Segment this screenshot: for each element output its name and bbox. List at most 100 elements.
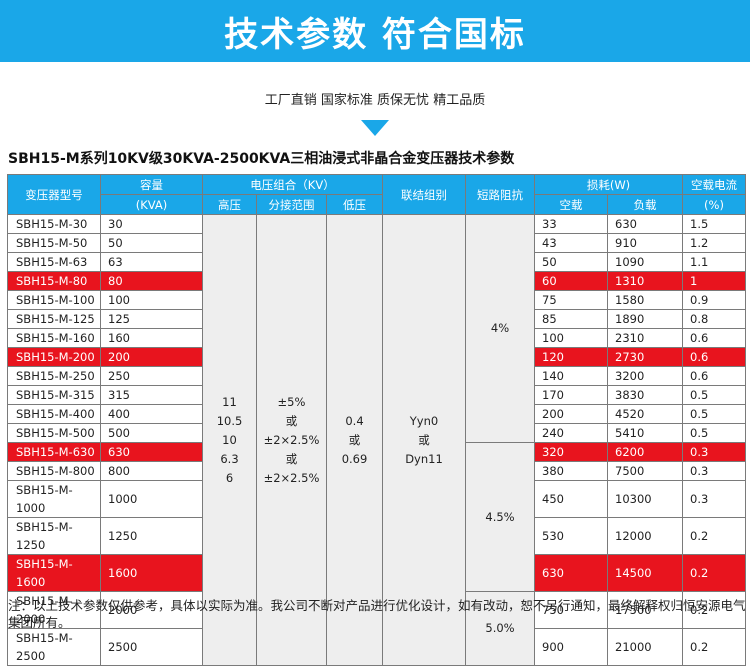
cell-no-load: 200 bbox=[534, 404, 608, 424]
cell-current: 0.2 bbox=[682, 591, 746, 629]
page-banner: 技术参数 符合国标 bbox=[0, 0, 750, 62]
cell-no-load: 380 bbox=[534, 461, 608, 481]
cell-load: 12000 bbox=[607, 517, 683, 555]
cell-load: 6200 bbox=[607, 442, 683, 462]
cell-capacity: 2500 bbox=[100, 628, 203, 666]
cell-load: 1890 bbox=[607, 309, 683, 329]
cell-tap-line: 或 bbox=[285, 451, 298, 466]
cell-current: 0.2 bbox=[682, 554, 746, 592]
table-row: SBH15-M-315 315 170 3830 0.5 bbox=[7, 385, 746, 405]
cell-current: 0.6 bbox=[682, 347, 746, 367]
cell-lv: 0.4 或 0.69 bbox=[326, 214, 383, 666]
cell-current: 0.6 bbox=[682, 328, 746, 348]
cell-no-load: 43 bbox=[534, 233, 608, 253]
cell-model: SBH15-M-63 bbox=[7, 252, 101, 272]
cell-no-load: 530 bbox=[534, 517, 608, 555]
cell-model: SBH15-M-2500 bbox=[7, 628, 101, 666]
col-header-voltage-group: 电压组合（KV） bbox=[202, 174, 383, 195]
cell-capacity: 630 bbox=[100, 442, 203, 462]
table-title: SBH15-M系列10KV级30KVA-2500KVA三相油浸式非晶合金变压器技… bbox=[8, 151, 515, 167]
cell-hv: 11 10.5 10 6.3 6 bbox=[202, 214, 257, 666]
cell-load: 3830 bbox=[607, 385, 683, 405]
cell-no-load: 75 bbox=[534, 290, 608, 310]
table-row: SBH15-M-200 200 120 2730 0.6 bbox=[7, 347, 746, 367]
cell-capacity: 125 bbox=[100, 309, 203, 329]
table-row: SBH15-M-100 100 75 1580 0.9 bbox=[7, 290, 746, 310]
cell-no-load: 85 bbox=[534, 309, 608, 329]
cell-model: SBH15-M-500 bbox=[7, 423, 101, 443]
cell-capacity: 50 bbox=[100, 233, 203, 253]
cell-tap-line: ±2×2.5% bbox=[263, 432, 320, 447]
cell-capacity: 63 bbox=[100, 252, 203, 272]
cell-current: 1 bbox=[682, 271, 746, 291]
table-row: SBH15-M-50 50 43 910 1.2 bbox=[7, 233, 746, 253]
spec-table-wrapper: 变压器型号 容量 电压组合（KV） 联结组别 短路阻抗 损耗(W) 空载电流 (… bbox=[7, 174, 746, 666]
cell-current: 0.3 bbox=[682, 480, 746, 518]
table-row: SBH15-M-125 125 85 1890 0.8 bbox=[7, 309, 746, 329]
cell-load: 630 bbox=[607, 214, 683, 234]
cell-vector: Yyn0 或 Dyn11 bbox=[382, 214, 466, 666]
cell-impedance: 4.5% bbox=[465, 442, 535, 592]
cell-current: 1.5 bbox=[682, 214, 746, 234]
table-row: SBH15-M-250 250 140 3200 0.6 bbox=[7, 366, 746, 386]
cell-no-load: 240 bbox=[534, 423, 608, 443]
cell-current: 0.5 bbox=[682, 404, 746, 424]
tagline: 工厂直销 国家标准 质保无忧 精工品质 bbox=[264, 93, 486, 108]
cell-no-load: 120 bbox=[534, 347, 608, 367]
cell-capacity: 200 bbox=[100, 347, 203, 367]
cell-model: SBH15-M-800 bbox=[7, 461, 101, 481]
cell-capacity: 100 bbox=[100, 290, 203, 310]
cell-load: 7500 bbox=[607, 461, 683, 481]
cell-model: SBH15-M-125 bbox=[7, 309, 101, 329]
cell-no-load: 750 bbox=[534, 591, 608, 629]
cell-lv-line: 0.69 bbox=[341, 451, 368, 466]
table-row: SBH15-M-800 800 380 7500 0.3 bbox=[7, 461, 746, 481]
cell-current: 0.2 bbox=[682, 517, 746, 555]
cell-model: SBH15-M-1000 bbox=[7, 480, 101, 518]
cell-current: 0.5 bbox=[682, 423, 746, 443]
cell-capacity: 160 bbox=[100, 328, 203, 348]
cell-load: 2730 bbox=[607, 347, 683, 367]
cell-load: 14500 bbox=[607, 554, 683, 592]
cell-current: 1.1 bbox=[682, 252, 746, 272]
cell-tap-line: ±2×2.5% bbox=[263, 470, 320, 485]
spec-table: 变压器型号 容量 电压组合（KV） 联结组别 短路阻抗 损耗(W) 空载电流 (… bbox=[7, 174, 746, 666]
cell-lv-line: 0.4 bbox=[345, 413, 364, 428]
col-header-capacity: 容量 bbox=[100, 174, 203, 195]
cell-current: 0.3 bbox=[682, 461, 746, 481]
down-arrow-icon bbox=[361, 120, 389, 136]
cell-load: 1580 bbox=[607, 290, 683, 310]
col-header-tap: 分接范围 bbox=[256, 194, 327, 215]
cell-model: SBH15-M-1250 bbox=[7, 517, 101, 555]
cell-model: SBH15-M-200 bbox=[7, 347, 101, 367]
cell-no-load: 900 bbox=[534, 628, 608, 666]
cell-lv-line: 或 bbox=[348, 432, 361, 447]
cell-no-load: 60 bbox=[534, 271, 608, 291]
col-header-lv: 低压 bbox=[326, 194, 383, 215]
cell-model: SBH15-M-80 bbox=[7, 271, 101, 291]
cell-model: SBH15-M-100 bbox=[7, 290, 101, 310]
cell-capacity: 30 bbox=[100, 214, 203, 234]
cell-current: 0.3 bbox=[682, 442, 746, 462]
cell-capacity: 250 bbox=[100, 366, 203, 386]
cell-model: SBH15-M-1600 bbox=[7, 554, 101, 592]
cell-tap-line: 或 bbox=[285, 413, 298, 428]
cell-model: SBH15-M-30 bbox=[7, 214, 101, 234]
col-header-vector-group: 联结组别 bbox=[382, 174, 466, 215]
footnote: 注：以上技术参数仅供参考，具体以实际为准。我公司不断对产品进行优化设计，如有改动… bbox=[8, 598, 746, 630]
cell-vector-line: Dyn11 bbox=[405, 451, 443, 466]
cell-capacity: 800 bbox=[100, 461, 203, 481]
cell-hv-line: 11 bbox=[222, 394, 237, 409]
table-row: SBH15-M-2000 2000 5.0% 750 17500 0.2 bbox=[7, 591, 746, 666]
cell-load: 3200 bbox=[607, 366, 683, 386]
cell-no-load: 50 bbox=[534, 252, 608, 272]
cell-load: 21000 bbox=[607, 628, 683, 666]
cell-hv-line: 6.3 bbox=[220, 451, 239, 466]
cell-no-load: 140 bbox=[534, 366, 608, 386]
cell-vector-line: 或 bbox=[418, 432, 430, 447]
cell-load: 910 bbox=[607, 233, 683, 253]
cell-model: SBH15-M-400 bbox=[7, 404, 101, 424]
table-row: SBH15-M-1600 1600 630 14500 0.2 bbox=[7, 554, 746, 592]
cell-current: 0.9 bbox=[682, 290, 746, 310]
cell-hv-line: 6 bbox=[225, 470, 234, 485]
